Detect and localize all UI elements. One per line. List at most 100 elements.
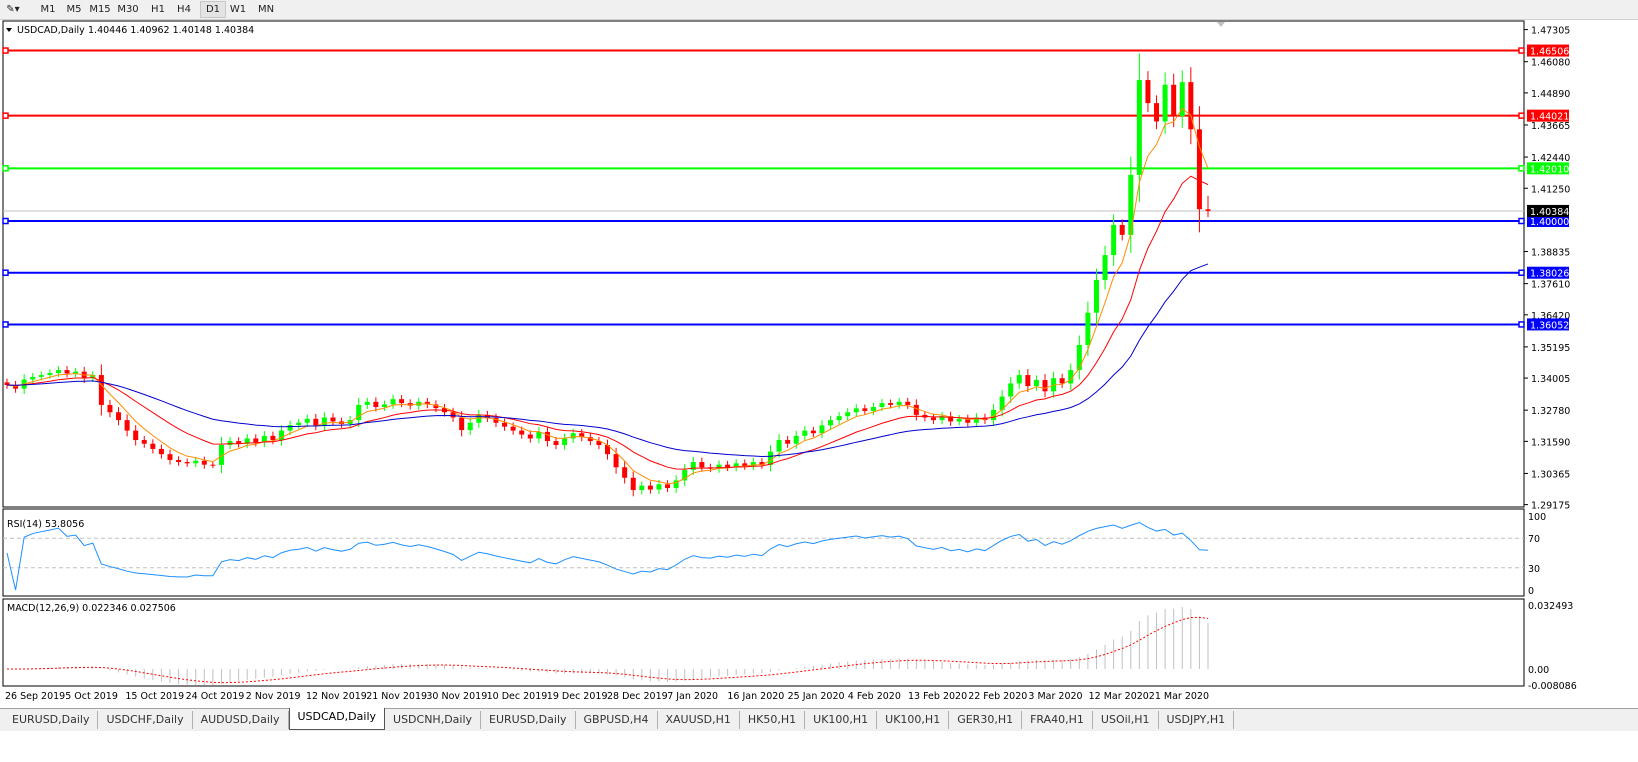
candle-body xyxy=(1145,80,1151,104)
line-handle[interactable] xyxy=(1518,217,1525,225)
rsi-pane[interactable] xyxy=(2,508,1525,597)
timeframe-h4[interactable]: H4 xyxy=(177,4,191,15)
line-handle[interactable] xyxy=(2,217,9,225)
line-handle[interactable] xyxy=(1518,321,1525,328)
chart-shift-marker-icon[interactable] xyxy=(1217,22,1225,27)
line-handle[interactable] xyxy=(2,112,9,119)
line-handle[interactable] xyxy=(2,269,9,276)
chart-tab[interactable]: UK100,H1 xyxy=(877,711,950,729)
macd-pane[interactable] xyxy=(2,598,1525,687)
price-pane[interactable] xyxy=(2,20,1525,508)
candle-body xyxy=(1085,312,1091,345)
candle-body xyxy=(965,418,971,423)
line-handle[interactable] xyxy=(1518,269,1525,276)
timeframe-d1[interactable]: D1 xyxy=(200,1,226,18)
candle-body xyxy=(158,448,164,455)
x-tick-label: 28 Dec 2019 xyxy=(607,691,668,702)
timeframe-h1[interactable]: H1 xyxy=(151,4,165,15)
x-tick-label: 22 Feb 2020 xyxy=(968,691,1027,702)
candle-body xyxy=(793,435,799,444)
chart-tab[interactable]: USOil,H1 xyxy=(1093,711,1159,729)
chart-tab[interactable]: EURUSD,Daily xyxy=(481,711,576,729)
collapse-triangle-icon[interactable] xyxy=(6,28,12,32)
candle-body xyxy=(716,464,722,469)
candle-body xyxy=(253,438,259,443)
candle-body xyxy=(527,434,533,439)
candle-body xyxy=(4,382,10,386)
candle-body xyxy=(999,396,1005,410)
candle-body xyxy=(948,416,954,422)
line-handle[interactable] xyxy=(1518,165,1525,172)
candle-body xyxy=(862,408,868,411)
candle-body xyxy=(836,416,842,421)
candle-body xyxy=(493,418,499,423)
chart-tab[interactable]: USDCAD,Daily xyxy=(288,708,386,730)
candle-body xyxy=(1196,129,1202,210)
draw-tools-icon[interactable]: ✎▾ xyxy=(6,4,20,15)
chart-tab[interactable]: FRA40,H1 xyxy=(1022,711,1093,729)
candle-body xyxy=(390,399,396,405)
chart-tab[interactable]: GER30,H1 xyxy=(949,711,1023,729)
candle-body xyxy=(570,433,576,439)
x-tick-label: 19 Dec 2019 xyxy=(547,691,608,702)
x-tick-label: 10 Dec 2019 xyxy=(487,691,548,702)
candle-body xyxy=(639,485,645,491)
candle-body xyxy=(381,404,387,408)
y-tick-label: 1.41250 xyxy=(1531,184,1570,195)
chart-tab[interactable]: EURUSD,Daily xyxy=(4,711,99,729)
chart-tab[interactable]: USDCNH,Daily xyxy=(385,711,482,729)
candle-body xyxy=(647,485,653,490)
timeframe-mn[interactable]: MN xyxy=(257,4,275,15)
candle-body xyxy=(424,401,430,405)
x-tick-label: 21 Mar 2020 xyxy=(1149,691,1209,702)
ma-slow-line xyxy=(6,263,1209,458)
candle-body xyxy=(201,460,207,465)
candle-body xyxy=(133,430,139,441)
chart-tab[interactable]: UK100,H1 xyxy=(805,711,878,729)
candle-body xyxy=(141,440,147,444)
candle-body xyxy=(399,399,405,404)
candle-body xyxy=(450,412,456,418)
line-handle[interactable] xyxy=(2,321,9,328)
line-handle[interactable] xyxy=(2,165,9,172)
price-label: 1.44021 xyxy=(1530,112,1569,123)
candle-body xyxy=(725,464,731,468)
chart-area[interactable]: 1.47305 1.46080 1.44890 1.43665 1.42440 1.412… xyxy=(0,19,1638,708)
y-tick-label: 1.32780 xyxy=(1531,406,1570,417)
candle-body xyxy=(73,371,79,374)
chart-tabs: EURUSD,Daily USDCHF,Daily AUDUSD,Daily USDC… xyxy=(0,708,1638,731)
chart-tab[interactable]: HK50,H1 xyxy=(740,711,806,729)
timeframe-m5[interactable]: M5 xyxy=(66,4,82,15)
chart-tab[interactable]: XAUUSD,H1 xyxy=(658,711,740,729)
x-tick-label: 12 Nov 2019 xyxy=(306,691,367,702)
line-handle[interactable] xyxy=(1518,112,1525,119)
candle-body xyxy=(373,401,379,408)
chart-tab[interactable]: GBPUSD,H4 xyxy=(576,711,658,729)
candle-body xyxy=(888,403,894,405)
candle-body xyxy=(759,462,765,465)
y-tick-label: 1.35195 xyxy=(1531,343,1570,354)
candle-body xyxy=(682,469,688,481)
timeframe-m30[interactable]: M30 xyxy=(117,4,139,15)
chart-tab[interactable]: AUDUSD,Daily xyxy=(193,711,289,729)
bid-label-bg xyxy=(1527,204,1569,217)
candle-body xyxy=(1171,84,1177,117)
price-label: 1.40000 xyxy=(1530,217,1569,228)
y-tick-label: 1.44890 xyxy=(1531,89,1570,100)
timeframe-w1[interactable]: W1 xyxy=(229,4,247,15)
candle-body xyxy=(845,412,851,417)
y-tick-label: 1.42440 xyxy=(1531,153,1570,164)
candle-body xyxy=(562,438,568,446)
candle-body xyxy=(184,462,190,464)
price-label-bg xyxy=(1527,318,1569,331)
chart-tab[interactable]: USDCHF,Daily xyxy=(98,711,193,729)
candle-body xyxy=(690,462,696,470)
timeframe-m1[interactable]: M1 xyxy=(40,4,56,15)
candle-body xyxy=(519,430,525,435)
timeframe-m15[interactable]: M15 xyxy=(89,4,111,15)
line-handle[interactable] xyxy=(1518,47,1525,54)
candle-body xyxy=(321,417,327,426)
x-tick-label: 21 Nov 2019 xyxy=(366,691,427,702)
line-handle[interactable] xyxy=(2,47,9,54)
chart-tab[interactable]: USDJPY,H1 xyxy=(1159,711,1235,729)
